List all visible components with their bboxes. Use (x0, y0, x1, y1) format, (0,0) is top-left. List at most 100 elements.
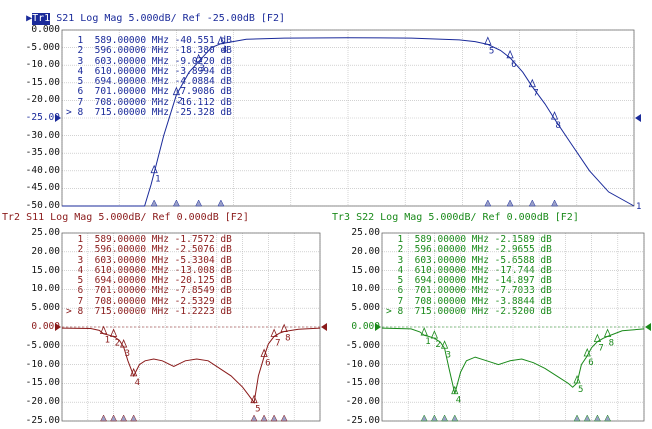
marker-stimulus-icon[interactable] (430, 414, 438, 422)
marker-stimulus-icon[interactable] (270, 414, 278, 422)
marker-triangle-icon[interactable] (120, 339, 128, 348)
marker-triangle-icon[interactable] (550, 111, 559, 120)
marker-triangle-icon[interactable] (260, 348, 268, 357)
marker-triangle-icon[interactable] (593, 333, 602, 343)
marker-stimulus-icon[interactable] (250, 414, 258, 422)
trace-title-s21[interactable]: ▶Tr1 S21 Log Mag 5.000dB/ Ref -25.00dB [… (2, 1, 285, 37)
marker-row[interactable]: > 8 715.00000 MHz -2.5200 dB (386, 306, 552, 318)
marker-row[interactable]: 7 708.00000 MHz -16.112 dB (66, 96, 232, 108)
marker-triangle-icon[interactable] (506, 49, 514, 59)
grid (381, 232, 645, 422)
ref-level-left-icon[interactable] (55, 114, 61, 122)
marker-stimulus-icon[interactable] (195, 199, 203, 207)
marker-stimulus-icon[interactable] (484, 199, 492, 207)
marker-triangle-icon[interactable] (451, 385, 459, 395)
marker-triangle-icon[interactable] (528, 78, 536, 88)
marker-row[interactable]: 5 694.00000 MHz -4.0884 dB (66, 76, 232, 88)
marker-triangle-icon[interactable] (250, 394, 258, 404)
marker-label: 7 (533, 89, 538, 99)
marker-row[interactable]: 7 708.00000 MHz -3.8844 dB (386, 295, 552, 307)
marker-stimulus-icon[interactable] (280, 414, 288, 422)
marker-row[interactable]: 1 589.00000 MHz -1.7572 dB (66, 234, 232, 245)
marker-stimulus-icon[interactable] (110, 414, 118, 422)
marker-triangle-icon[interactable] (420, 327, 428, 336)
marker-stimulus-icon[interactable] (573, 414, 581, 422)
marker-triangle-icon[interactable] (217, 35, 225, 45)
marker-stimulus-icon[interactable] (100, 414, 107, 422)
marker-triangle-icon[interactable] (270, 328, 278, 337)
marker-triangle-icon[interactable] (604, 328, 612, 337)
marker-label: 5 (578, 385, 583, 395)
marker-label: 6 (265, 359, 270, 369)
marker-stimulus-icon[interactable] (420, 414, 428, 422)
marker-row[interactable]: 6 701.00000 MHz -7.7033 dB (386, 285, 552, 297)
marker-label: 7 (275, 339, 280, 349)
marker-row[interactable]: 2 596.00000 MHz -18.380 dB (66, 45, 232, 57)
y-tick-label: -10.00 (25, 358, 60, 370)
marker-stimulus-icon[interactable] (120, 414, 128, 422)
trace-badge-tr1[interactable]: Tr1 (32, 13, 51, 25)
marker-row[interactable]: 2 596.00000 MHz -2.9655 dB (386, 244, 552, 256)
marker-row[interactable]: 4 610.00000 MHz -3.8994 dB (66, 65, 232, 77)
ref-level-right-icon[interactable] (321, 323, 327, 331)
marker-label: 3 (125, 349, 130, 359)
marker-triangle-icon[interactable] (484, 36, 492, 45)
marker-triangle-icon[interactable] (573, 374, 581, 384)
marker-stimulus-icon[interactable] (260, 414, 268, 422)
marker-triangle-icon[interactable] (109, 328, 118, 337)
marker-row[interactable]: > 8 715.00000 MHz -25.328 dB (66, 107, 232, 119)
marker-triangle-icon[interactable] (172, 86, 181, 96)
ref-level-left-icon[interactable] (375, 323, 381, 331)
trace-title-s11[interactable]: Tr2 S11 Log Mag 5.000dB/ Ref 0.000dB [F2… (2, 212, 249, 223)
marker-label: 4 (222, 46, 227, 56)
trace-panel-s21[interactable]: ▶Tr1 S21 Log Mag 5.000dB/ Ref -25.00dB [… (0, 0, 652, 214)
marker-stimulus-icon[interactable] (217, 199, 225, 207)
plot-area-s22[interactable]: 1 23 4 5 678 (326, 211, 652, 429)
ref-level-right-icon[interactable] (645, 323, 651, 331)
trace-panel-s22[interactable]: Tr3 S22 Log Mag 5.000dB/ Ref 0.000dB [F2… (326, 211, 652, 429)
grid (61, 29, 635, 207)
marker-triangle-icon[interactable] (195, 53, 203, 63)
marker-stimulus-icon[interactable] (441, 414, 448, 422)
marker-row[interactable]: 7 708.00000 MHz -2.5329 dB (66, 295, 232, 307)
marker-stimulus-icon[interactable] (528, 199, 536, 207)
marker-triangle-icon[interactable] (440, 340, 449, 349)
marker-triangle-icon[interactable] (430, 330, 439, 339)
marker-stimulus-icon[interactable] (551, 199, 558, 207)
marker-stimulus-icon[interactable] (594, 414, 601, 422)
marker-row[interactable]: 3 603.00000 MHz -9.0220 dB (66, 55, 232, 67)
marker-stimulus-icon[interactable] (130, 414, 138, 422)
marker-row[interactable]: 6 701.00000 MHz -7.9086 dB (66, 86, 232, 98)
plot-area-s21[interactable]: 1 2 3 4 5 6 7 8 1 (0, 0, 652, 214)
marker-stimulus-icon[interactable] (506, 199, 514, 207)
marker-row[interactable]: 1 589.00000 MHz -40.551 dB (66, 35, 232, 46)
marker-label: 8 (609, 338, 614, 348)
ref-level-left-icon[interactable] (55, 323, 61, 331)
marker-stimulus-icon[interactable] (150, 199, 158, 207)
marker-stimulus-icon[interactable] (604, 414, 612, 422)
marker-row[interactable]: 2 596.00000 MHz -2.5076 dB (66, 244, 232, 256)
marker-label: 6 (511, 60, 516, 70)
marker-row[interactable]: 5 694.00000 MHz -14.897 dB (386, 275, 552, 287)
marker-triangle-icon[interactable] (99, 325, 108, 335)
y-tick-label: 0.000 (31, 24, 60, 35)
marker-row[interactable]: 6 701.00000 MHz -7.8549 dB (66, 285, 232, 297)
marker-triangle-icon[interactable] (583, 347, 591, 357)
marker-row[interactable]: > 8 715.00000 MHz -1.2223 dB (66, 306, 232, 318)
marker-row[interactable]: 1 589.00000 MHz -2.1589 dB (386, 234, 552, 245)
marker-triangle-icon[interactable] (130, 367, 138, 377)
marker-stimulus-icon[interactable] (172, 199, 180, 207)
marker-triangle-icon[interactable] (150, 164, 158, 174)
marker-row[interactable]: 3 603.00000 MHz -5.3304 dB (66, 254, 232, 266)
marker-stimulus-icon[interactable] (583, 414, 591, 422)
marker-triangle-icon[interactable] (280, 323, 288, 332)
y-tick-label: -45.00 (25, 182, 60, 194)
ref-level-right-icon[interactable] (635, 114, 641, 122)
marker-label: 1 (105, 336, 110, 346)
marker-row[interactable]: 3 603.00000 MHz -5.6588 dB (386, 254, 552, 266)
marker-row[interactable]: 5 694.00000 MHz -20.125 dB (66, 275, 232, 287)
trace-panel-s11[interactable]: Tr2 S11 Log Mag 5.000dB/ Ref 0.000dB [F2… (0, 211, 327, 429)
marker-stimulus-icon[interactable] (451, 414, 459, 422)
trace-title-s22[interactable]: Tr3 S22 Log Mag 5.000dB/ Ref 0.000dB [F2… (332, 212, 579, 223)
plot-area-s11[interactable]: 1 23 4 5 67 8 (0, 211, 327, 429)
